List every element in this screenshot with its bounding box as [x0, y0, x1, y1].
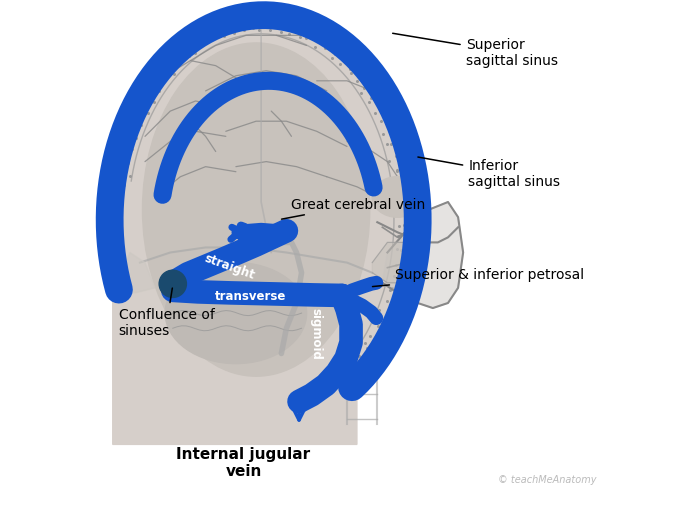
Text: sigmoid: sigmoid — [310, 309, 322, 360]
Text: transverse: transverse — [215, 290, 287, 303]
Text: © teachMeAnatomy: © teachMeAnatomy — [498, 475, 597, 485]
Polygon shape — [120, 252, 155, 293]
Circle shape — [159, 270, 187, 297]
Text: straight: straight — [203, 251, 257, 282]
Ellipse shape — [165, 263, 307, 364]
Text: Superior
sagittal sinus: Superior sagittal sinus — [393, 33, 558, 68]
Text: Internal jugular
vein: Internal jugular vein — [176, 447, 310, 479]
Text: Inferior
sagittal sinus: Inferior sagittal sinus — [418, 157, 560, 189]
Ellipse shape — [372, 177, 423, 217]
Polygon shape — [112, 18, 410, 444]
Text: Confluence of
sinuses: Confluence of sinuses — [119, 288, 214, 338]
Polygon shape — [382, 202, 463, 308]
Text: Great cerebral vein: Great cerebral vein — [282, 197, 425, 219]
Text: Superior & inferior petrosal: Superior & inferior petrosal — [373, 268, 584, 286]
Ellipse shape — [142, 43, 370, 376]
Polygon shape — [372, 242, 418, 283]
